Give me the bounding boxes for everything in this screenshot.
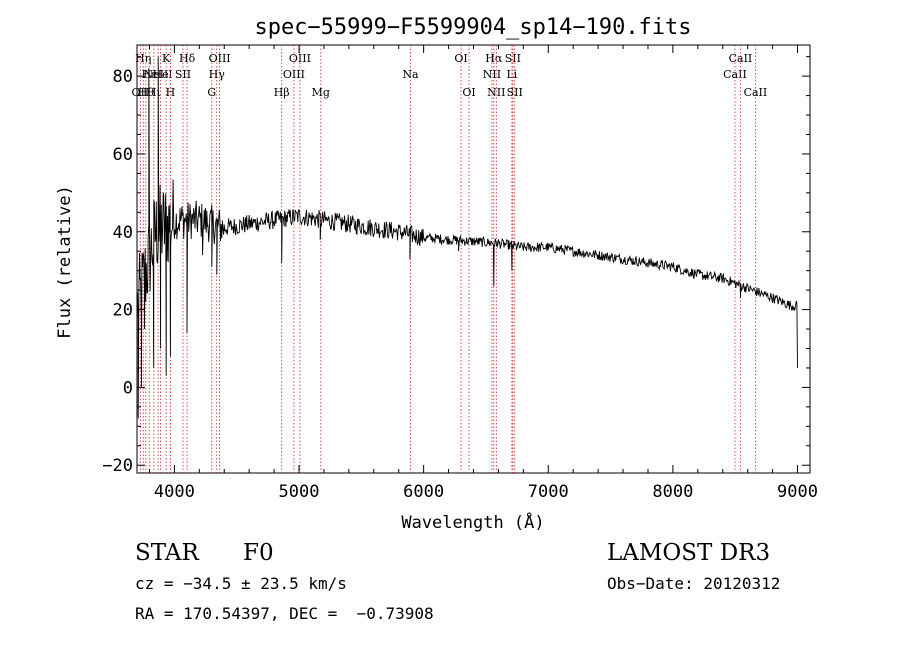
- y-tick-label: 60: [113, 145, 133, 165]
- x-tick-label: 6000: [403, 482, 444, 502]
- line-marker-label: NII: [483, 68, 501, 81]
- line-marker-label: Hα: [485, 52, 503, 65]
- object-subclass: F0: [243, 540, 274, 566]
- redshift-text: cz = −34.5 ± 23.5 km/s: [135, 574, 347, 593]
- line-marker-label: Hθ: [138, 86, 155, 99]
- y-tick-label: 20: [113, 301, 133, 321]
- line-marker-label: Hι: [147, 86, 161, 99]
- x-tick-label: 4000: [154, 482, 195, 502]
- line-marker-label: NII: [487, 86, 505, 99]
- coordinates-text: RA = 170.54397, DEC = −0.73908: [135, 604, 434, 623]
- line-marker-label: OII: [132, 86, 150, 99]
- line-marker-label: SII: [175, 68, 191, 81]
- line-marker-label: SII: [505, 52, 521, 65]
- spectrum-line: [137, 56, 798, 419]
- line-marker-label: OIII: [209, 52, 231, 65]
- chart-title: spec−55999−F5599904_sp14−190.fits: [254, 15, 691, 40]
- x-tick-label: 5000: [279, 482, 320, 502]
- emission-line-markers: OIIHηHθHεHιNeIIIHeKHSIIHδGHγOIIIHβOIIIOI…: [132, 45, 768, 473]
- plot-frame: [136, 44, 811, 474]
- y-axis-label: Flux (relative): [55, 185, 75, 339]
- x-tick-label: 8000: [652, 482, 693, 502]
- line-marker-label: OIII: [289, 52, 311, 65]
- observation-date: Obs−Date: 20120312: [607, 574, 781, 593]
- line-marker-label: Hγ: [209, 68, 226, 81]
- line-marker-label: CaII: [723, 68, 747, 81]
- line-marker-label: SII: [507, 86, 523, 99]
- y-tick-label: 40: [113, 223, 133, 243]
- y-tick-label: −20: [102, 456, 133, 476]
- line-marker-label: Hδ: [179, 52, 196, 65]
- line-marker-label: OI: [454, 52, 467, 65]
- line-marker-label: K: [162, 52, 171, 65]
- line-marker-label: Mg: [312, 86, 330, 99]
- y-tick-label: 80: [113, 67, 133, 87]
- x-tick-label: 9000: [777, 482, 818, 502]
- survey-name: LAMOST DR3: [607, 540, 771, 566]
- x-axis-label: Wavelength (Å): [401, 511, 544, 533]
- line-marker-label: Li: [506, 68, 517, 81]
- line-marker-label: He: [153, 68, 169, 81]
- line-marker-label: Hβ: [274, 86, 290, 99]
- line-marker-label: H: [166, 86, 176, 99]
- line-marker-label: OI: [462, 86, 475, 99]
- line-marker-label: OIII: [283, 68, 305, 81]
- axes: 4000 5000 6000 7000 8000 9000 −20 0 20 40 60 80: [102, 45, 818, 502]
- line-marker-label: Na: [402, 68, 419, 81]
- line-marker-label: G: [207, 86, 216, 99]
- y-tick-label: 0: [123, 378, 133, 398]
- line-marker-label: Hη: [135, 52, 151, 65]
- object-class: STAR: [135, 540, 199, 566]
- line-marker-label: CaII: [729, 52, 753, 65]
- line-marker-label: Hε: [142, 68, 158, 81]
- x-tick-label: 7000: [528, 482, 569, 502]
- line-marker-label: CaII: [744, 86, 768, 99]
